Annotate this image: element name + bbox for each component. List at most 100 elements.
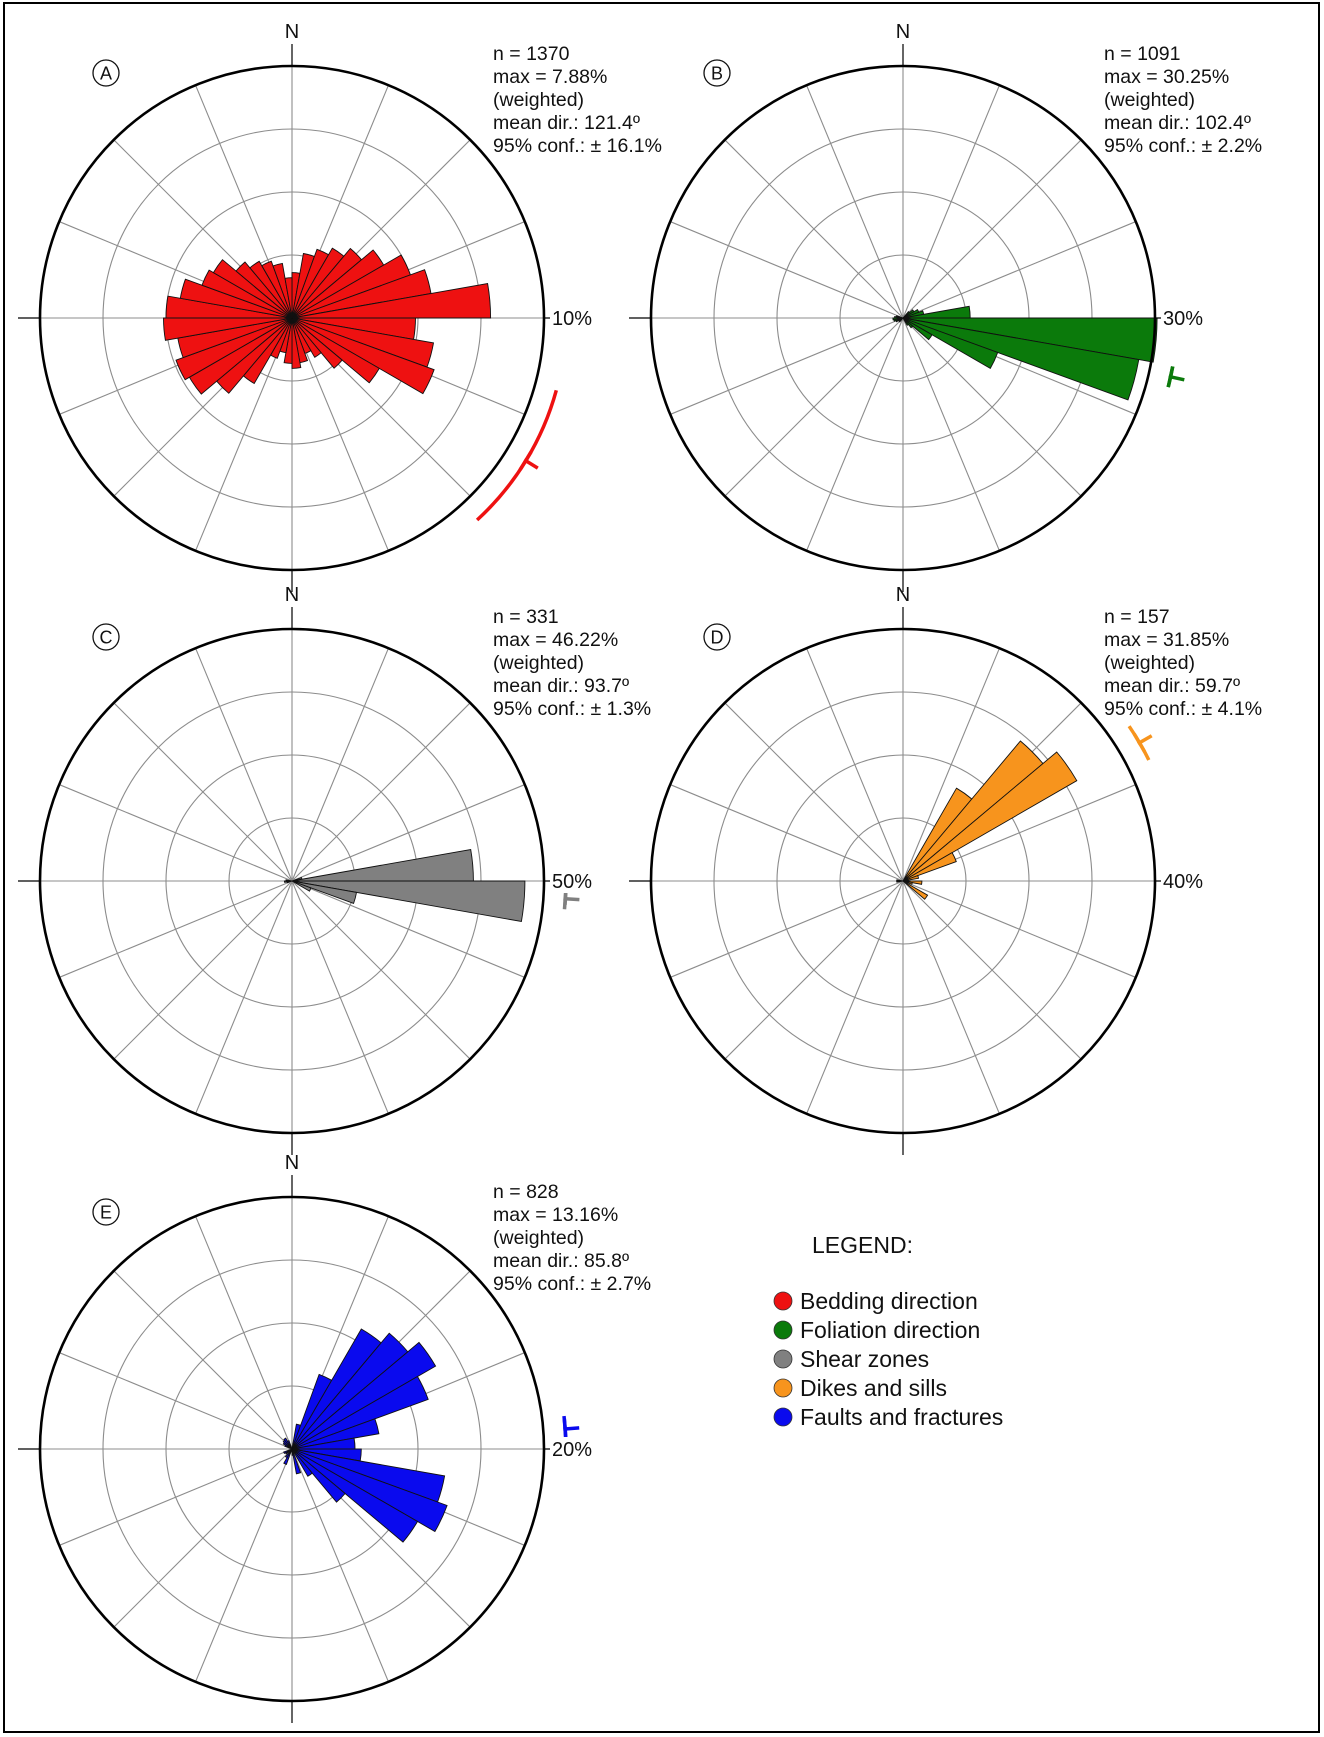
stats-line: (weighted) bbox=[1104, 652, 1195, 674]
stats-line: n = 1370 bbox=[493, 43, 570, 65]
rose-petal bbox=[291, 317, 380, 384]
stats-line: mean dir.: 59.7º bbox=[1104, 675, 1240, 697]
legend-swatch bbox=[773, 1320, 793, 1340]
rose-petal bbox=[291, 1341, 437, 1450]
grid-spoke bbox=[902, 317, 1000, 552]
scale-label: 10% bbox=[552, 308, 592, 330]
rose-petal bbox=[272, 262, 293, 319]
stats-line: mean dir.: 121.4º bbox=[493, 112, 640, 134]
rose-petal bbox=[291, 282, 492, 319]
scale-label: 40% bbox=[1163, 871, 1203, 893]
grid-spoke bbox=[902, 880, 1137, 978]
panel-label-circle bbox=[92, 623, 120, 651]
grid-spoke bbox=[902, 84, 1000, 319]
legend: LEGEND: Bedding direction Foliation direct… bbox=[773, 1232, 1003, 1430]
rose-petal bbox=[902, 880, 913, 885]
grid-spoke bbox=[902, 880, 1082, 1060]
rose-petal bbox=[902, 880, 929, 900]
grid-spoke bbox=[291, 317, 389, 552]
grid-spoke bbox=[724, 139, 904, 319]
grid-spoke bbox=[902, 139, 1082, 319]
rose-petal bbox=[291, 880, 312, 892]
mean-direction-cap bbox=[518, 450, 533, 471]
rose-petal bbox=[902, 875, 920, 882]
rose-petal bbox=[284, 277, 293, 319]
stats-line: 95% conf.: ± 2.7% bbox=[493, 1273, 651, 1295]
grid-spoke bbox=[669, 784, 904, 882]
figure-frame bbox=[3, 2, 1320, 1733]
grid-spoke bbox=[113, 880, 293, 1060]
stats-line: (weighted) bbox=[493, 89, 584, 111]
legend-title: LEGEND: bbox=[812, 1232, 913, 1258]
panel-label: D bbox=[711, 628, 724, 648]
rose-petal bbox=[261, 260, 293, 319]
north-label: N bbox=[285, 21, 299, 43]
mean-direction-cap bbox=[1132, 732, 1147, 753]
rose-petal bbox=[283, 1448, 293, 1455]
grid-spoke bbox=[724, 880, 904, 1060]
stats-line: n = 828 bbox=[493, 1181, 559, 1203]
stats-line: n = 157 bbox=[1104, 606, 1170, 628]
grid-spoke bbox=[113, 1270, 293, 1450]
panel-label: C bbox=[100, 628, 113, 648]
grid-spoke bbox=[902, 221, 1137, 319]
legend-swatch bbox=[773, 1291, 793, 1311]
stats-line: max = 46.22% bbox=[493, 629, 618, 651]
legend-swatch bbox=[773, 1349, 793, 1369]
rose-petal bbox=[902, 317, 933, 341]
rose-petal bbox=[902, 317, 1140, 401]
grid-spoke bbox=[669, 880, 904, 978]
rose-petal bbox=[291, 1448, 313, 1477]
stats-line: max = 30.25% bbox=[1104, 66, 1229, 88]
scale-label-background bbox=[1161, 306, 1211, 330]
panel-label: B bbox=[711, 64, 723, 84]
rose-petal bbox=[291, 1448, 448, 1533]
north-label: N bbox=[285, 1152, 299, 1174]
north-label: N bbox=[285, 584, 299, 606]
rose-petal bbox=[895, 315, 904, 319]
rose-petal bbox=[902, 751, 1078, 882]
grid-spoke bbox=[806, 647, 904, 882]
legend-item-label: Shear zones bbox=[800, 1346, 929, 1372]
legend-item-label: Bedding direction bbox=[800, 1288, 978, 1314]
rose-petal bbox=[291, 1418, 380, 1450]
legend-item-label: Faults and fractures bbox=[800, 1404, 1003, 1430]
legend-item-label: Dikes and sills bbox=[800, 1375, 947, 1401]
scale-label: 20% bbox=[552, 1439, 592, 1461]
rose-petal bbox=[291, 317, 322, 358]
scale-label-background bbox=[550, 869, 600, 893]
rose-petal bbox=[201, 269, 293, 319]
rose-petal bbox=[291, 1448, 419, 1543]
grid-spoke bbox=[58, 1352, 293, 1450]
grid-spoke bbox=[291, 784, 526, 882]
panel-label: E bbox=[100, 1203, 112, 1223]
rose-petal bbox=[291, 1448, 302, 1475]
grid-spoke bbox=[291, 880, 526, 978]
mean-direction-cap bbox=[1166, 366, 1175, 388]
stats-line: max = 7.88% bbox=[493, 66, 607, 88]
grid-spoke bbox=[806, 317, 904, 552]
rose-petal bbox=[291, 317, 435, 395]
legend-swatch bbox=[773, 1407, 793, 1427]
rose-petal bbox=[896, 879, 904, 882]
scale-label: 30% bbox=[1163, 308, 1203, 330]
grid-spoke bbox=[195, 1448, 293, 1683]
north-label: N bbox=[896, 584, 910, 606]
stats-line: mean dir.: 93.7º bbox=[493, 675, 629, 697]
grid-spoke bbox=[669, 221, 904, 319]
rose-petal bbox=[212, 259, 293, 319]
panel-label-circle bbox=[92, 59, 120, 87]
rose-petal bbox=[163, 317, 293, 341]
panel-label-circle bbox=[703, 59, 731, 87]
grid-spoke bbox=[195, 1215, 293, 1450]
stats-line: 95% conf.: ± 1.3% bbox=[493, 698, 651, 720]
rose-petal bbox=[249, 260, 293, 319]
rose-petal bbox=[285, 879, 293, 882]
panel-label-circle bbox=[92, 1198, 120, 1226]
